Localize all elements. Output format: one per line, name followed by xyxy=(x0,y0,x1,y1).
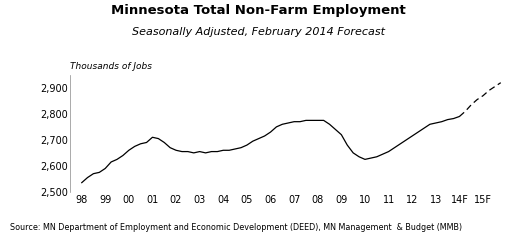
Text: Minnesota Total Non-Farm Employment: Minnesota Total Non-Farm Employment xyxy=(111,4,406,17)
Text: Thousands of Jobs: Thousands of Jobs xyxy=(70,62,152,71)
Text: Seasonally Adjusted, February 2014 Forecast: Seasonally Adjusted, February 2014 Forec… xyxy=(132,27,385,37)
Text: Source: MN Department of Employment and Economic Development (DEED), MN Manageme: Source: MN Department of Employment and … xyxy=(10,223,463,232)
